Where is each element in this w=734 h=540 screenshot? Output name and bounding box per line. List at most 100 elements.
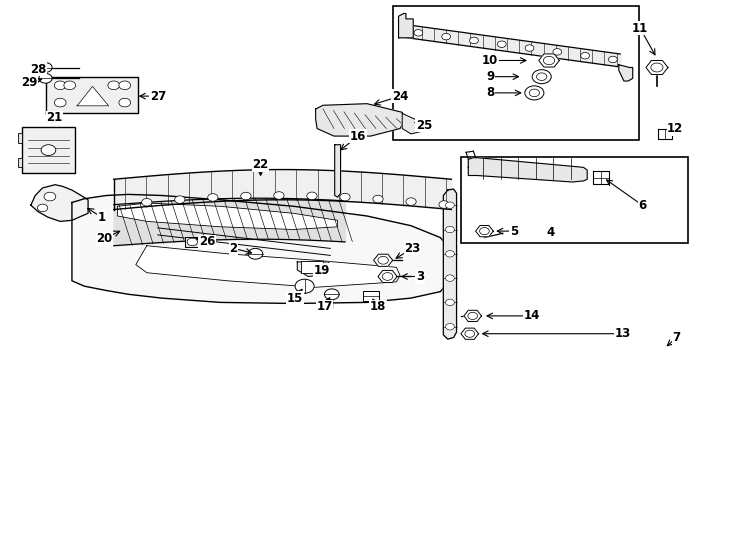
Circle shape xyxy=(324,289,339,300)
Polygon shape xyxy=(619,65,633,81)
Text: 13: 13 xyxy=(614,327,631,340)
Polygon shape xyxy=(316,104,405,136)
Polygon shape xyxy=(476,226,493,237)
Circle shape xyxy=(608,56,617,63)
Text: 3: 3 xyxy=(415,270,424,283)
Bar xyxy=(18,158,22,167)
Circle shape xyxy=(406,198,416,205)
Bar xyxy=(18,133,22,143)
Text: 9: 9 xyxy=(486,70,495,83)
Polygon shape xyxy=(378,271,397,282)
Text: 28: 28 xyxy=(30,63,46,76)
Circle shape xyxy=(414,30,423,36)
Text: 15: 15 xyxy=(287,292,303,305)
Bar xyxy=(22,127,75,173)
Circle shape xyxy=(446,323,454,330)
Polygon shape xyxy=(399,14,413,38)
Text: 8: 8 xyxy=(486,86,495,99)
Circle shape xyxy=(446,226,454,233)
Circle shape xyxy=(468,312,478,320)
Text: 14: 14 xyxy=(523,309,539,322)
Polygon shape xyxy=(646,60,668,75)
Bar xyxy=(393,6,639,140)
Circle shape xyxy=(525,45,534,51)
Polygon shape xyxy=(185,237,200,247)
Text: 10: 10 xyxy=(482,54,498,67)
Circle shape xyxy=(446,251,454,257)
Circle shape xyxy=(525,86,544,100)
Circle shape xyxy=(54,81,66,90)
Circle shape xyxy=(439,201,449,208)
Circle shape xyxy=(64,81,76,90)
Circle shape xyxy=(108,81,120,90)
Polygon shape xyxy=(374,254,393,266)
Text: 6: 6 xyxy=(638,199,647,212)
Polygon shape xyxy=(31,185,88,221)
Text: 27: 27 xyxy=(150,90,166,103)
Circle shape xyxy=(529,89,539,97)
Circle shape xyxy=(44,192,56,201)
Text: 21: 21 xyxy=(46,111,62,124)
Bar xyxy=(363,291,379,301)
Polygon shape xyxy=(461,328,479,339)
Circle shape xyxy=(187,238,197,246)
Text: 11: 11 xyxy=(632,22,648,35)
Circle shape xyxy=(274,192,284,199)
Polygon shape xyxy=(658,129,672,139)
Text: 5: 5 xyxy=(509,225,518,238)
Circle shape xyxy=(208,194,218,201)
Polygon shape xyxy=(46,77,138,113)
Polygon shape xyxy=(117,203,338,230)
Circle shape xyxy=(119,81,131,90)
Circle shape xyxy=(241,192,251,200)
Circle shape xyxy=(39,63,52,72)
Polygon shape xyxy=(297,262,329,276)
Polygon shape xyxy=(136,246,400,287)
Circle shape xyxy=(446,202,454,208)
Text: 12: 12 xyxy=(667,122,683,135)
Circle shape xyxy=(175,196,185,204)
Circle shape xyxy=(41,145,56,156)
Circle shape xyxy=(39,73,52,83)
Circle shape xyxy=(446,275,454,281)
Polygon shape xyxy=(72,194,449,303)
Circle shape xyxy=(248,248,263,259)
Polygon shape xyxy=(443,189,457,339)
Polygon shape xyxy=(77,86,109,106)
Circle shape xyxy=(465,330,475,338)
Text: 4: 4 xyxy=(546,226,555,239)
Polygon shape xyxy=(593,171,609,184)
Text: 23: 23 xyxy=(404,242,421,255)
Circle shape xyxy=(373,195,383,203)
Text: 2: 2 xyxy=(229,242,238,255)
Circle shape xyxy=(295,279,314,293)
Text: 29: 29 xyxy=(21,76,37,89)
Circle shape xyxy=(340,193,350,201)
Text: 25: 25 xyxy=(416,119,432,132)
Text: 16: 16 xyxy=(350,130,366,143)
Text: 17: 17 xyxy=(316,300,333,313)
Bar xyxy=(301,261,323,273)
Circle shape xyxy=(37,204,48,212)
Polygon shape xyxy=(468,158,587,182)
Text: 24: 24 xyxy=(392,90,408,103)
Circle shape xyxy=(119,98,131,107)
Text: 1: 1 xyxy=(97,211,106,224)
Bar xyxy=(461,157,688,243)
Circle shape xyxy=(553,49,562,55)
Circle shape xyxy=(382,273,393,280)
Circle shape xyxy=(54,98,66,107)
Circle shape xyxy=(378,256,388,264)
Text: 26: 26 xyxy=(199,235,215,248)
Circle shape xyxy=(142,199,152,206)
Polygon shape xyxy=(539,54,559,67)
Text: 7: 7 xyxy=(672,331,681,344)
Polygon shape xyxy=(402,113,424,134)
Circle shape xyxy=(442,33,451,40)
Text: 19: 19 xyxy=(313,264,330,276)
Circle shape xyxy=(581,52,589,59)
Polygon shape xyxy=(335,145,341,197)
Circle shape xyxy=(479,227,490,235)
Circle shape xyxy=(532,70,551,84)
Text: 18: 18 xyxy=(370,300,386,313)
